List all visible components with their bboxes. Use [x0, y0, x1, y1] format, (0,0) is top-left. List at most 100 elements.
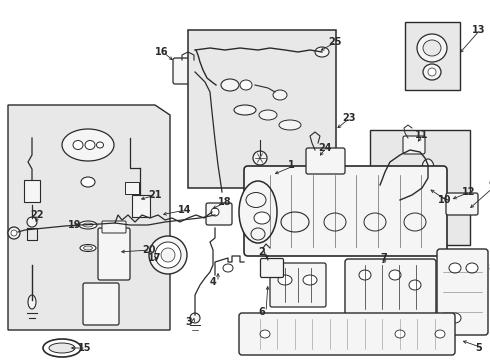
FancyBboxPatch shape	[446, 193, 478, 215]
FancyBboxPatch shape	[261, 258, 284, 278]
Ellipse shape	[251, 228, 265, 240]
Text: 14: 14	[178, 205, 192, 215]
Ellipse shape	[234, 105, 256, 115]
Text: 21: 21	[148, 190, 162, 200]
Ellipse shape	[79, 221, 97, 229]
Ellipse shape	[303, 275, 317, 285]
Bar	[405, 22, 460, 90]
Ellipse shape	[221, 79, 239, 91]
Bar	[132, 195, 150, 217]
Text: 16: 16	[155, 47, 169, 57]
Ellipse shape	[409, 280, 421, 290]
Ellipse shape	[83, 246, 93, 250]
Ellipse shape	[278, 275, 292, 285]
Ellipse shape	[449, 313, 461, 323]
Ellipse shape	[435, 330, 445, 338]
Ellipse shape	[389, 197, 411, 213]
Ellipse shape	[161, 248, 175, 262]
Ellipse shape	[449, 263, 461, 273]
Text: 25: 25	[328, 37, 342, 47]
Ellipse shape	[395, 330, 405, 338]
FancyBboxPatch shape	[98, 228, 130, 280]
Ellipse shape	[81, 177, 95, 187]
Text: 3: 3	[185, 317, 192, 327]
Text: 12: 12	[462, 187, 475, 197]
Text: 10: 10	[438, 195, 451, 205]
Text: 9: 9	[488, 180, 490, 190]
Ellipse shape	[8, 227, 20, 239]
Bar	[125, 182, 139, 194]
Ellipse shape	[417, 34, 447, 62]
Ellipse shape	[240, 80, 252, 90]
FancyBboxPatch shape	[102, 221, 126, 233]
Ellipse shape	[83, 223, 93, 227]
Ellipse shape	[422, 159, 434, 177]
Ellipse shape	[73, 140, 83, 149]
Bar	[188, 30, 336, 188]
Ellipse shape	[315, 47, 329, 57]
Ellipse shape	[239, 181, 277, 243]
Ellipse shape	[279, 120, 301, 130]
Text: 4: 4	[210, 277, 217, 287]
Bar	[24, 180, 40, 202]
Ellipse shape	[373, 180, 387, 200]
Ellipse shape	[223, 264, 233, 272]
Ellipse shape	[28, 295, 36, 309]
Text: 20: 20	[142, 245, 155, 255]
Ellipse shape	[246, 193, 266, 207]
Text: 2: 2	[258, 247, 265, 257]
Bar	[370, 130, 470, 245]
Ellipse shape	[260, 330, 270, 338]
Text: 13: 13	[472, 25, 486, 35]
Ellipse shape	[423, 40, 441, 56]
FancyBboxPatch shape	[239, 313, 455, 355]
Ellipse shape	[253, 151, 267, 165]
FancyBboxPatch shape	[437, 249, 488, 335]
Ellipse shape	[200, 78, 210, 86]
Text: 22: 22	[30, 210, 44, 220]
Text: 1: 1	[288, 160, 295, 170]
Ellipse shape	[324, 213, 346, 231]
Text: 18: 18	[218, 197, 232, 207]
Polygon shape	[8, 105, 170, 330]
Ellipse shape	[211, 208, 219, 216]
FancyBboxPatch shape	[403, 136, 425, 154]
Ellipse shape	[97, 142, 103, 148]
Text: 17: 17	[148, 253, 162, 263]
Ellipse shape	[423, 64, 441, 80]
FancyBboxPatch shape	[173, 58, 209, 84]
FancyBboxPatch shape	[244, 166, 447, 256]
Ellipse shape	[27, 217, 37, 227]
Ellipse shape	[281, 212, 309, 232]
Text: 19: 19	[68, 220, 81, 230]
Ellipse shape	[190, 313, 200, 323]
Text: 5: 5	[475, 343, 482, 353]
FancyBboxPatch shape	[206, 203, 232, 225]
Ellipse shape	[364, 213, 386, 231]
FancyBboxPatch shape	[306, 148, 345, 174]
Ellipse shape	[359, 270, 371, 280]
Text: 24: 24	[318, 143, 332, 153]
Ellipse shape	[155, 242, 181, 268]
Ellipse shape	[254, 212, 270, 224]
Ellipse shape	[466, 263, 478, 273]
Ellipse shape	[273, 90, 287, 100]
FancyBboxPatch shape	[270, 263, 326, 307]
Ellipse shape	[428, 68, 436, 76]
Ellipse shape	[49, 343, 75, 353]
Text: 7: 7	[380, 253, 387, 263]
Text: 15: 15	[78, 343, 92, 353]
Ellipse shape	[85, 140, 95, 149]
Ellipse shape	[404, 213, 426, 231]
Ellipse shape	[43, 339, 81, 357]
Text: 8: 8	[488, 263, 490, 273]
FancyBboxPatch shape	[345, 259, 436, 315]
Ellipse shape	[80, 244, 96, 252]
Text: 6: 6	[258, 307, 265, 317]
Ellipse shape	[259, 110, 277, 120]
Ellipse shape	[389, 270, 401, 280]
Ellipse shape	[149, 236, 187, 274]
Text: 11: 11	[415, 130, 428, 140]
Ellipse shape	[62, 129, 114, 161]
FancyBboxPatch shape	[83, 283, 119, 325]
